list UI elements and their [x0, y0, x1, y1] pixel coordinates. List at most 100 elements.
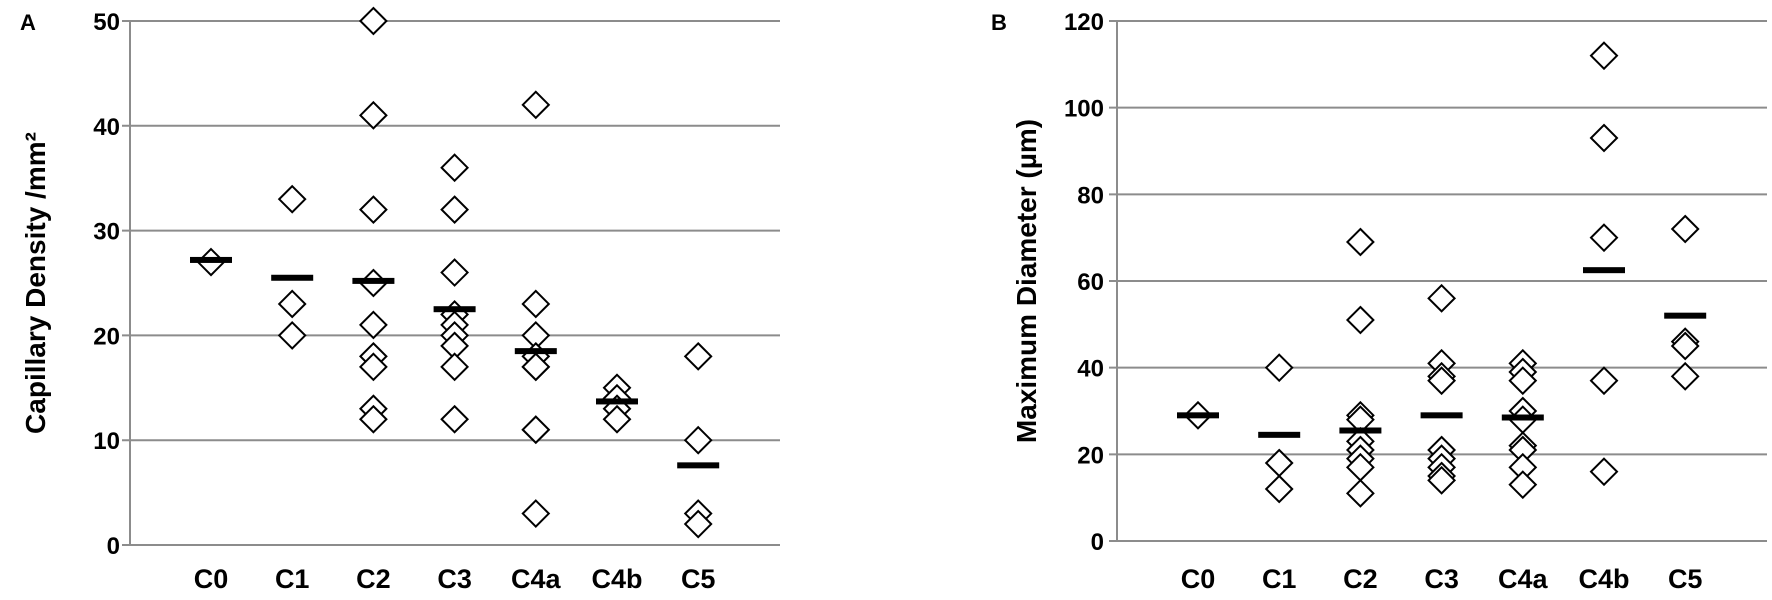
category-group-c2 — [1339, 227, 1382, 508]
data-point-diamond — [1589, 41, 1619, 71]
data-point-diamond — [1264, 474, 1294, 504]
x-category-label: C4a — [511, 564, 562, 594]
x-category-label: C1 — [275, 564, 310, 594]
y-tick-label: 20 — [93, 323, 120, 350]
category-group-c5 — [1664, 214, 1707, 391]
data-point-diamond — [1427, 366, 1457, 396]
y-tick-label: 50 — [93, 9, 120, 36]
data-point-diamond — [1345, 227, 1375, 257]
y-tick-label: 80 — [1077, 182, 1104, 209]
x-category-label: C0 — [1181, 564, 1216, 594]
data-point-diamond — [1589, 366, 1619, 396]
data-point-diamond — [358, 195, 388, 225]
category-group-c1 — [1258, 353, 1301, 504]
data-point-diamond — [1427, 283, 1457, 313]
category-group-c0 — [190, 247, 232, 277]
data-point-diamond — [440, 404, 470, 434]
y-tick-label: 120 — [1064, 9, 1104, 36]
x-category-label: C0 — [194, 564, 229, 594]
data-point-diamond — [521, 352, 551, 382]
data-point-diamond — [1670, 214, 1700, 244]
y-tick-label: 40 — [93, 114, 120, 141]
mean-bar — [677, 462, 720, 469]
category-group-c0 — [1177, 400, 1219, 430]
data-point-diamond — [1589, 223, 1619, 253]
panel-letter: A — [20, 10, 36, 35]
mean-bar — [1664, 312, 1707, 319]
data-point-diamond — [358, 310, 388, 340]
data-point-diamond — [1589, 123, 1619, 153]
y-axis-title: Capillary Density /mm² — [20, 132, 51, 434]
data-point-diamond — [683, 425, 713, 455]
data-point-diamond — [440, 195, 470, 225]
data-point-diamond — [358, 404, 388, 434]
x-category-label: C3 — [437, 564, 472, 594]
x-category-label: C4a — [1498, 564, 1549, 594]
data-point-diamond — [277, 184, 307, 214]
category-group-c4a — [514, 90, 557, 528]
mean-bar — [1258, 431, 1301, 438]
data-point-diamond — [1427, 465, 1457, 495]
data-point-diamond — [358, 352, 388, 382]
category-group-c5 — [677, 341, 720, 539]
mean-bar — [1501, 414, 1544, 421]
data-point-diamond — [1670, 361, 1700, 391]
x-category-label: C1 — [1262, 564, 1297, 594]
x-category-label: C2 — [1343, 564, 1378, 594]
x-category-label: C2 — [356, 564, 391, 594]
data-point-diamond — [1508, 470, 1538, 500]
data-point-diamond — [602, 404, 632, 434]
y-tick-label: 30 — [93, 219, 120, 246]
data-point-diamond — [1345, 305, 1375, 335]
mean-bar — [352, 277, 395, 284]
y-tick-label: 40 — [1077, 356, 1104, 383]
mean-bar — [433, 306, 476, 313]
y-tick-label: 0 — [107, 533, 120, 560]
data-point-diamond — [358, 100, 388, 130]
category-group-c4a — [1501, 348, 1544, 500]
mean-bar — [271, 274, 314, 281]
maximum-diameter-chart: 0 20 40 60 80 100 120 B Maximum Diameter (µm) C0 C… — [991, 9, 1767, 594]
mean-bar — [1177, 412, 1219, 419]
data-point-diamond — [521, 499, 551, 528]
data-point-diamond — [521, 289, 551, 319]
data-point-diamond — [358, 6, 388, 36]
category-group-c1 — [271, 184, 314, 350]
y-tick-label: 60 — [1077, 269, 1104, 296]
mean-bar — [1420, 412, 1463, 419]
x-category-label: C4b — [1578, 564, 1629, 594]
data-point-diamond — [1589, 457, 1619, 487]
data-point-diamond — [1508, 366, 1538, 396]
mean-bar — [190, 256, 232, 263]
data-point-diamond — [1670, 331, 1700, 361]
y-tick-label: 10 — [93, 428, 120, 455]
data-point-diamond — [440, 258, 470, 287]
data-point-diamond — [1264, 353, 1294, 383]
category-group-c3 — [1420, 283, 1463, 495]
chart-panel-b: 0 20 40 60 80 100 120 B Maximum Diameter (µm) C0 C… — [886, 0, 1772, 600]
y-tick-label: 100 — [1064, 96, 1104, 123]
y-tick-label: 0 — [1091, 529, 1104, 556]
data-point-diamond — [440, 352, 470, 382]
mean-bar — [1339, 427, 1382, 434]
chart-panel-a: 0 10 20 30 40 50 A Capillary Density /mm² C0 C1 C2… — [20, 6, 780, 594]
y-axis-title: Maximum Diameter (µm) — [1011, 119, 1042, 443]
y-tick-label: 20 — [1077, 442, 1104, 469]
data-point-diamond — [521, 415, 551, 445]
capillary-density-chart: 0 10 20 30 40 50 A Capillary Density /mm² C0 C1 C2… — [20, 6, 780, 594]
data-point-diamond — [277, 320, 307, 350]
data-point-diamond — [683, 509, 713, 539]
mean-bar — [1583, 267, 1625, 274]
category-group-c4b — [596, 373, 638, 434]
x-category-label: C4b — [591, 564, 642, 594]
mean-bar — [596, 398, 638, 405]
data-point-diamond — [277, 289, 307, 319]
category-group-c4b — [1583, 41, 1625, 487]
category-group-c2 — [352, 6, 395, 434]
data-point-diamond — [683, 341, 713, 371]
data-point-diamond — [440, 153, 470, 183]
data-point-diamond — [1345, 478, 1375, 508]
x-category-label: C5 — [681, 564, 716, 594]
x-category-label: C3 — [1424, 564, 1459, 594]
x-category-label: C5 — [1668, 564, 1703, 594]
